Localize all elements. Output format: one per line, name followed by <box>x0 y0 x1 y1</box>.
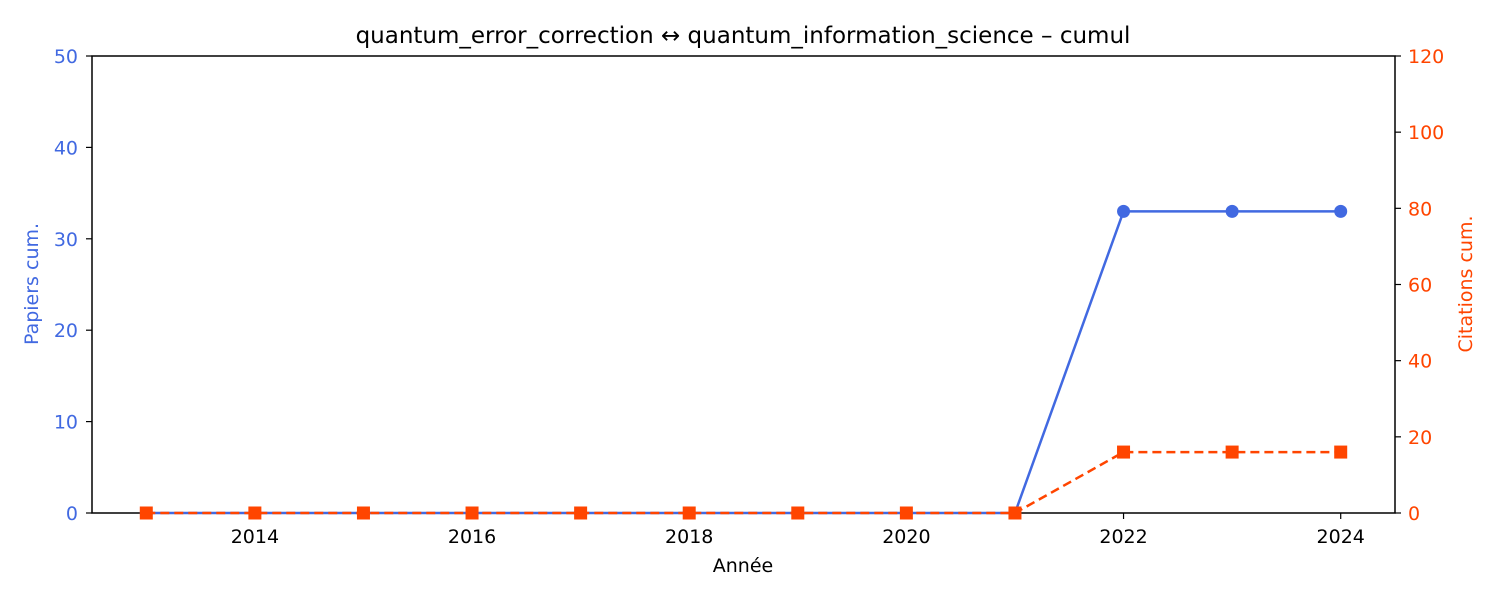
plot-area: 2014 2016 2018 2020 2022 2024 0 10 20 30 40 50 0 20 40… <box>54 46 1444 548</box>
left-y-tick-label: 30 <box>54 229 78 251</box>
series-point-right <box>1225 445 1239 459</box>
series-point-left <box>1117 204 1131 218</box>
right-y-tick-label: 100 <box>1408 122 1444 144</box>
series-point-right <box>791 506 805 520</box>
right-y-tick-label: 60 <box>1408 275 1432 297</box>
series-point-right <box>248 506 262 520</box>
series-point-right <box>356 506 370 520</box>
left-y-tick-label: 10 <box>54 412 78 434</box>
right-y-tick-label: 120 <box>1408 46 1444 68</box>
series-point-right <box>139 506 153 520</box>
left-y-tick-label: 50 <box>54 46 78 68</box>
x-tick-label: 2020 <box>882 526 930 548</box>
series-point-right <box>1117 445 1131 459</box>
series-point-right <box>465 506 479 520</box>
series-point-left <box>1225 204 1239 218</box>
x-tick-label: 2022 <box>1099 526 1147 548</box>
right-y-tick-label: 40 <box>1408 351 1432 373</box>
series-point-right <box>1334 445 1348 459</box>
right-y-tick-label: 80 <box>1408 198 1432 220</box>
left-y-axis-title: Papiers cum. <box>21 223 43 345</box>
series-point-right <box>574 506 588 520</box>
x-axis-title: Année <box>713 555 773 577</box>
series-point-right <box>899 506 913 520</box>
right-y-axis-title: Citations cum. <box>1455 215 1477 352</box>
chart-title: quantum_error_correction ↔ quantum_infor… <box>356 23 1131 49</box>
x-tick-label: 2018 <box>665 526 713 548</box>
left-y-tick-label: 0 <box>66 503 78 525</box>
left-y-tick-label: 40 <box>54 137 78 159</box>
series-line-right <box>146 450 1341 515</box>
series-point-left <box>1334 204 1348 218</box>
right-y-tick-label: 20 <box>1408 427 1432 449</box>
series-line-left <box>146 210 1341 515</box>
x-tick-label: 2024 <box>1317 526 1365 548</box>
x-tick-label: 2016 <box>448 526 496 548</box>
plot-frame <box>91 55 1396 514</box>
series-point-right <box>1008 506 1022 520</box>
right-y-tick-label: 0 <box>1408 503 1420 525</box>
left-y-tick-label: 20 <box>54 320 78 342</box>
x-tick-label: 2014 <box>231 526 279 548</box>
series-point-right <box>682 506 696 520</box>
